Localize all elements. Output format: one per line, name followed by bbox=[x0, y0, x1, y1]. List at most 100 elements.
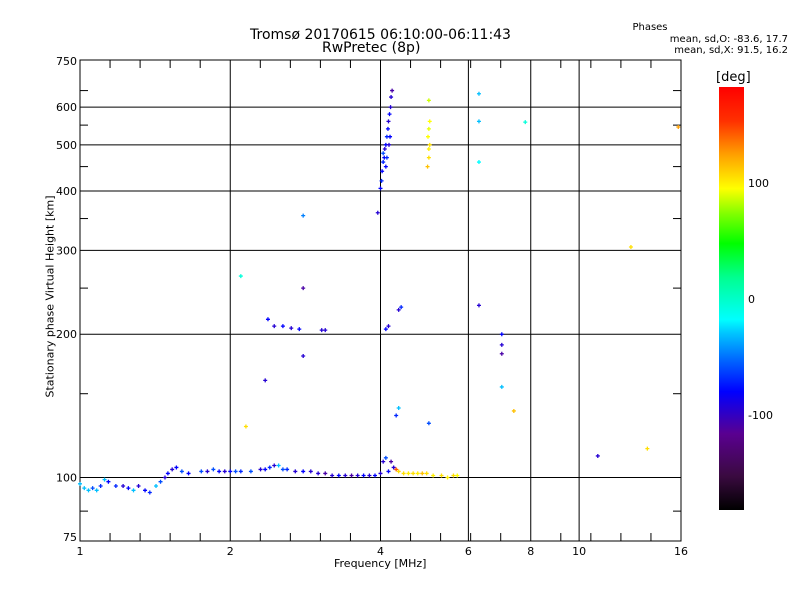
data-point bbox=[263, 467, 268, 472]
x-tick-label: 10 bbox=[572, 545, 586, 558]
data-point bbox=[499, 332, 504, 337]
data-point bbox=[389, 459, 394, 464]
data-point bbox=[396, 307, 401, 312]
data-point bbox=[228, 469, 233, 474]
data-point bbox=[411, 471, 416, 476]
data-point bbox=[394, 413, 399, 418]
x-tick-label: 8 bbox=[527, 545, 534, 558]
data-point bbox=[385, 126, 390, 131]
data-point bbox=[248, 469, 253, 474]
data-point bbox=[476, 119, 481, 124]
data-point bbox=[280, 467, 285, 472]
data-point bbox=[431, 473, 436, 478]
data-point bbox=[349, 473, 354, 478]
data-point bbox=[285, 467, 290, 472]
data-point bbox=[382, 146, 387, 151]
data-point bbox=[378, 186, 383, 191]
data-point bbox=[301, 354, 306, 359]
data-point bbox=[323, 328, 328, 333]
data-point bbox=[378, 471, 383, 476]
data-point bbox=[387, 112, 392, 117]
data-point bbox=[276, 463, 281, 468]
x-axis-label: Frequency [MHz] bbox=[334, 557, 427, 570]
data-point bbox=[499, 351, 504, 356]
data-point bbox=[90, 486, 95, 491]
data-point bbox=[143, 488, 148, 493]
data-point bbox=[243, 424, 248, 429]
data-point bbox=[343, 473, 348, 478]
colorbar-unit: [deg] bbox=[716, 70, 751, 85]
data-point bbox=[391, 465, 396, 470]
phases-title: Phases bbox=[632, 22, 668, 33]
data-point bbox=[94, 488, 99, 493]
y-tick-label: 750 bbox=[56, 55, 77, 68]
data-point bbox=[136, 483, 141, 488]
data-point bbox=[147, 490, 152, 495]
data-point bbox=[98, 483, 103, 488]
data-point bbox=[336, 473, 341, 478]
data-point bbox=[511, 408, 516, 413]
colorbar-tick-label: -100 bbox=[748, 409, 773, 422]
data-point bbox=[628, 245, 633, 250]
data-point bbox=[426, 98, 431, 103]
data-point bbox=[425, 164, 430, 169]
data-point bbox=[386, 324, 391, 329]
data-point bbox=[78, 481, 82, 486]
data-point bbox=[676, 125, 681, 130]
data-point bbox=[289, 326, 294, 331]
data-point bbox=[297, 327, 302, 332]
data-point bbox=[427, 119, 432, 124]
data-point bbox=[381, 160, 386, 165]
data-point bbox=[113, 483, 118, 488]
data-point bbox=[396, 405, 401, 410]
data-point bbox=[165, 471, 170, 476]
data-point bbox=[272, 463, 277, 468]
data-point bbox=[308, 469, 313, 474]
x-tick-label: 6 bbox=[465, 545, 472, 558]
data-point bbox=[455, 473, 460, 478]
data-point bbox=[121, 483, 126, 488]
data-point bbox=[476, 160, 481, 165]
data-point bbox=[174, 465, 179, 470]
y-tick-label: 600 bbox=[56, 101, 77, 114]
data-point bbox=[426, 421, 431, 426]
data-point bbox=[263, 378, 268, 383]
phases-o-stats: mean, sd,O: -83.6, 17.7 bbox=[669, 34, 788, 45]
phase-colorbar bbox=[719, 87, 744, 510]
data-point bbox=[476, 91, 481, 96]
data-point bbox=[451, 473, 456, 478]
data-point bbox=[154, 483, 159, 488]
data-point bbox=[265, 317, 270, 322]
phases-x-stats: mean, sd,X: 91.5, 16.2 bbox=[674, 45, 788, 56]
data-point bbox=[394, 467, 399, 472]
data-point bbox=[386, 469, 391, 474]
data-point bbox=[387, 142, 392, 147]
data-point bbox=[293, 469, 298, 474]
data-point bbox=[106, 479, 111, 484]
data-point bbox=[217, 469, 222, 474]
data-point bbox=[126, 486, 131, 491]
data-point bbox=[380, 169, 385, 174]
x-tick-label: 2 bbox=[227, 545, 234, 558]
data-point bbox=[499, 342, 504, 347]
data-point bbox=[301, 213, 306, 218]
y-tick-label: 200 bbox=[56, 328, 77, 341]
data-point bbox=[388, 105, 393, 110]
data-point bbox=[379, 178, 384, 183]
data-point bbox=[401, 471, 406, 476]
y-tick-label: 300 bbox=[56, 244, 77, 257]
data-point bbox=[415, 471, 420, 476]
data-point bbox=[316, 471, 321, 476]
data-point bbox=[301, 469, 306, 474]
data-point bbox=[267, 465, 272, 470]
data-point bbox=[390, 88, 395, 93]
data-point bbox=[258, 467, 263, 472]
data-point bbox=[205, 469, 210, 474]
data-point bbox=[523, 120, 528, 125]
data-point bbox=[179, 469, 184, 474]
data-point bbox=[381, 151, 386, 156]
data-point bbox=[426, 126, 431, 131]
data-point bbox=[426, 146, 431, 151]
data-point bbox=[355, 473, 360, 478]
data-point bbox=[426, 134, 431, 139]
